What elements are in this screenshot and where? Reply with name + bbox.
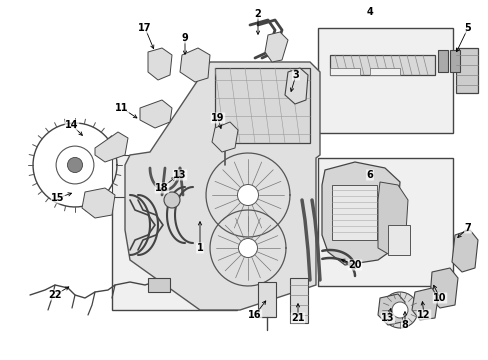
Circle shape [238,239,257,257]
Bar [455,48,477,93]
Text: 16: 16 [248,310,261,320]
Text: 6: 6 [366,170,373,180]
Bar [289,278,307,323]
Text: 7: 7 [464,223,470,233]
Polygon shape [321,162,399,265]
Polygon shape [285,68,307,104]
Text: 15: 15 [51,193,64,203]
Circle shape [56,146,94,184]
Bar [148,278,170,292]
Polygon shape [140,100,172,128]
Bar [449,50,459,72]
Text: 5: 5 [464,23,470,33]
Text: 2: 2 [254,9,261,19]
Polygon shape [125,62,319,310]
Text: 11: 11 [115,103,128,113]
Circle shape [381,292,417,328]
Text: 22: 22 [48,290,61,300]
Polygon shape [411,288,437,320]
Polygon shape [377,294,404,325]
Polygon shape [264,32,287,62]
Bar [329,68,359,75]
Bar [387,225,409,255]
Bar [215,68,309,143]
Text: 1: 1 [196,243,203,253]
Polygon shape [95,132,128,162]
Bar [329,55,434,75]
Polygon shape [148,48,172,80]
Circle shape [237,185,258,206]
Text: 18: 18 [155,183,168,193]
Text: 3: 3 [292,70,299,80]
Polygon shape [212,122,238,152]
Text: 12: 12 [416,310,430,320]
Bar [437,50,447,72]
Text: 9: 9 [181,33,188,43]
Bar [112,192,237,310]
Text: 20: 20 [347,260,361,270]
Polygon shape [451,230,477,272]
Circle shape [163,192,180,208]
Bar [112,155,237,197]
Bar [317,158,452,286]
Polygon shape [82,188,115,218]
Polygon shape [377,182,407,255]
Polygon shape [429,268,457,308]
Text: 4: 4 [366,7,373,17]
Text: 14: 14 [65,120,79,130]
Circle shape [391,302,407,318]
Text: 10: 10 [432,293,446,303]
Text: 19: 19 [211,113,224,123]
Bar [331,185,376,240]
Text: 13: 13 [173,170,186,180]
Bar [369,68,399,75]
Text: 17: 17 [138,23,151,33]
Circle shape [67,157,82,172]
Text: 21: 21 [291,313,304,323]
Bar [258,282,275,317]
Text: 8: 8 [401,320,407,330]
Bar [317,28,452,133]
Polygon shape [180,48,209,82]
Text: 13: 13 [381,313,394,323]
